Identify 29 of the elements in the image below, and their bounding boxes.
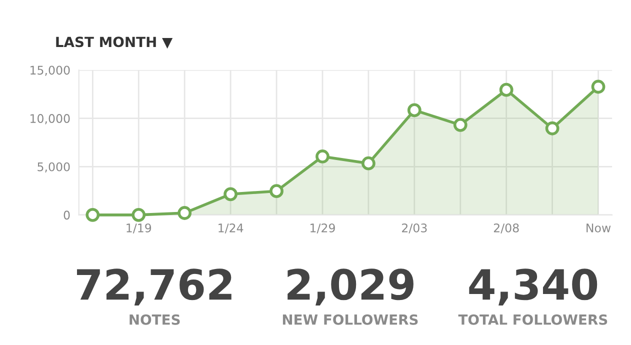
text: 4,340 [469, 268, 598, 306]
point [316, 150, 330, 164]
y-tick-label: 0 [64, 210, 70, 220]
point [545, 121, 560, 136]
text: NEW FOLLOWERS [282, 314, 418, 325]
point [407, 103, 422, 118]
point [270, 184, 284, 198]
text: 2,029 [288, 268, 414, 306]
x-tick-label: 2/03 [402, 223, 427, 234]
point [224, 187, 238, 202]
point [362, 156, 376, 170]
y-tick-label: 15,000 [30, 66, 70, 76]
point [86, 208, 100, 222]
x-tick-label: Now [586, 224, 611, 232]
point [591, 80, 606, 94]
text: 72,762 [76, 268, 232, 306]
chart-title: LAST MONTH ▼ [56, 36, 173, 49]
y-tick-label: 10,000 [30, 114, 70, 124]
y-tick-label: 5,000 [38, 162, 70, 172]
point [453, 118, 468, 132]
x-tick-label: 1/19 [126, 223, 152, 234]
point [499, 82, 514, 97]
text: TOTAL FOLLOWERS [458, 314, 608, 325]
x-tick-label: 1/29 [310, 223, 335, 234]
point [178, 206, 192, 220]
text: NOTES [130, 314, 180, 325]
x-tick-label: 1/24 [218, 223, 244, 234]
x-tick-label: 2/08 [494, 223, 519, 234]
point [132, 208, 146, 222]
